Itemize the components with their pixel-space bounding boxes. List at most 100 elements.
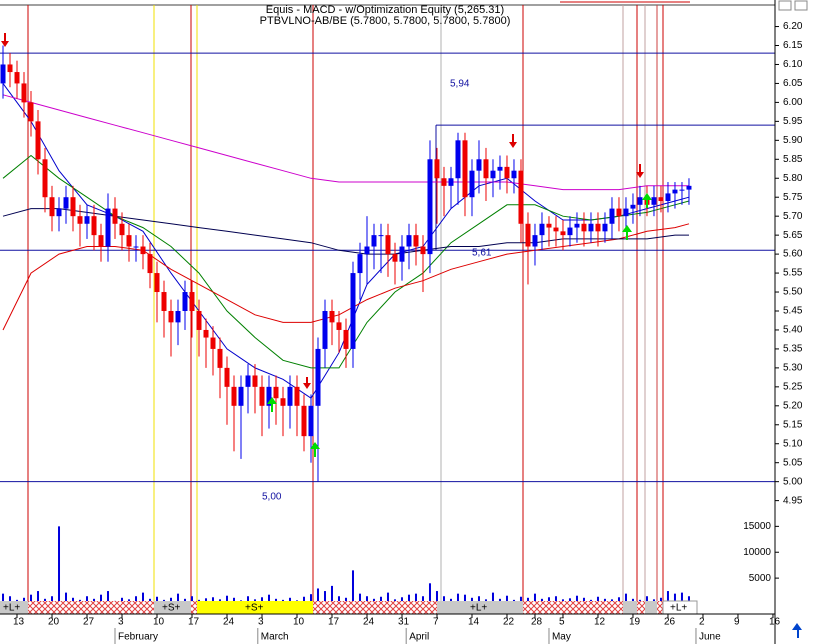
volume-bar (435, 591, 438, 604)
volume-bar (365, 596, 368, 604)
candle-body (623, 208, 629, 217)
band-segment (154, 601, 191, 614)
volume-bar (177, 593, 180, 604)
volume-bar (107, 591, 110, 604)
band-segment (28, 601, 154, 614)
y-tick-label: 5.15 (783, 419, 803, 430)
candle-body (308, 405, 314, 437)
x-tick-label: 3 (118, 617, 124, 628)
volume-bar (225, 595, 228, 604)
candle-body (350, 273, 356, 349)
candle-body (525, 223, 531, 247)
candle-body (28, 102, 34, 122)
plot-area: 5,94 5,61 5,00 (0, 45, 775, 604)
volume-bar (477, 596, 480, 604)
y-tick-label: 6.15 (783, 40, 803, 51)
candle-body (602, 223, 608, 232)
volume-bar (72, 597, 75, 604)
band-segment (0, 601, 28, 614)
band-segment (197, 601, 313, 614)
candle-body (385, 235, 391, 255)
volume-bar (456, 593, 459, 604)
buy-arrow (310, 442, 320, 457)
band-label: +S+ (245, 603, 264, 614)
sell-arrow (303, 377, 311, 389)
y-tick-label: 5.35 (783, 344, 803, 355)
candle-body (378, 235, 384, 237)
candle-body (133, 246, 139, 248)
volume-bar (330, 585, 333, 604)
candle-body (280, 398, 286, 406)
candle-body (609, 208, 615, 224)
candle-body (63, 197, 69, 209)
volume-bar (442, 596, 445, 604)
scroll-arrow[interactable] (792, 623, 802, 638)
volume-bar (100, 594, 103, 604)
x-tick-label: 27 (83, 617, 95, 628)
candle-body (105, 208, 111, 247)
candle-body (469, 170, 475, 198)
candle-body (77, 216, 83, 224)
buy-arrow (642, 193, 652, 208)
candle-body (651, 197, 657, 205)
candle-body (511, 170, 517, 179)
candle-body (497, 166, 503, 171)
candle-body (343, 329, 349, 349)
candle-body (371, 235, 377, 247)
x-tick-label: 10 (153, 617, 165, 628)
candle-body (7, 64, 13, 73)
volume-bar (30, 594, 33, 604)
y-tick-label: 5.05 (783, 457, 803, 468)
volume-bar (645, 596, 648, 604)
band-segment (623, 601, 637, 614)
y-tick-label: 5.00 (783, 476, 803, 487)
corner-box (778, 0, 792, 11)
band-label: +L+ (3, 603, 20, 614)
candle-body (476, 159, 482, 171)
y-tick-label: 5.85 (783, 154, 803, 165)
volume-bar (267, 594, 270, 604)
candle-body (224, 367, 230, 387)
volume-bar (170, 597, 173, 604)
volume-bar (86, 596, 89, 604)
y-tick-label: 6.00 (783, 97, 803, 108)
candle-body (175, 310, 181, 323)
y-tick-label: 5.95 (783, 116, 803, 127)
x-tick-label: 12 (594, 617, 606, 628)
candle-body (336, 322, 342, 330)
sell-arrow (1, 33, 9, 47)
candle-body (147, 254, 153, 274)
candle-body (427, 159, 433, 255)
band-segment (645, 601, 657, 614)
candle-body (273, 386, 279, 399)
y-tick-label: 5.30 (783, 363, 803, 374)
candle-body (560, 231, 566, 236)
volume-bar (687, 596, 690, 604)
volume-bar (680, 592, 683, 604)
month-label: June (699, 632, 721, 643)
chart-subtitle: PTBVLNO-AB/BE (5.7800, 5.7800, 5.7800, 5… (260, 15, 511, 27)
volume-bar (379, 596, 382, 604)
candle-body (189, 292, 195, 311)
volume-bar (666, 591, 669, 604)
volume-bar (51, 596, 54, 604)
y-tick-label: 5.65 (783, 230, 803, 241)
y2-tick-label: 5000 (749, 573, 772, 584)
candle-body (490, 170, 496, 179)
x-tick-label: 9 (734, 617, 740, 628)
y-tick-label: 6.10 (783, 59, 803, 70)
x-tick-label: 17 (328, 617, 340, 628)
candle-body (462, 140, 468, 198)
candle-body (196, 310, 202, 330)
volume-bar (519, 596, 522, 604)
volume-bar (58, 526, 61, 604)
candle-body (112, 208, 118, 224)
volume-bar (37, 591, 40, 604)
candle-body (532, 235, 538, 247)
volume-bar (575, 595, 578, 604)
volume-bar (65, 592, 68, 604)
y-tick-label: 5.70 (783, 211, 803, 222)
candle-body (406, 235, 412, 247)
candle-body (357, 254, 363, 274)
candle-body (315, 348, 321, 406)
